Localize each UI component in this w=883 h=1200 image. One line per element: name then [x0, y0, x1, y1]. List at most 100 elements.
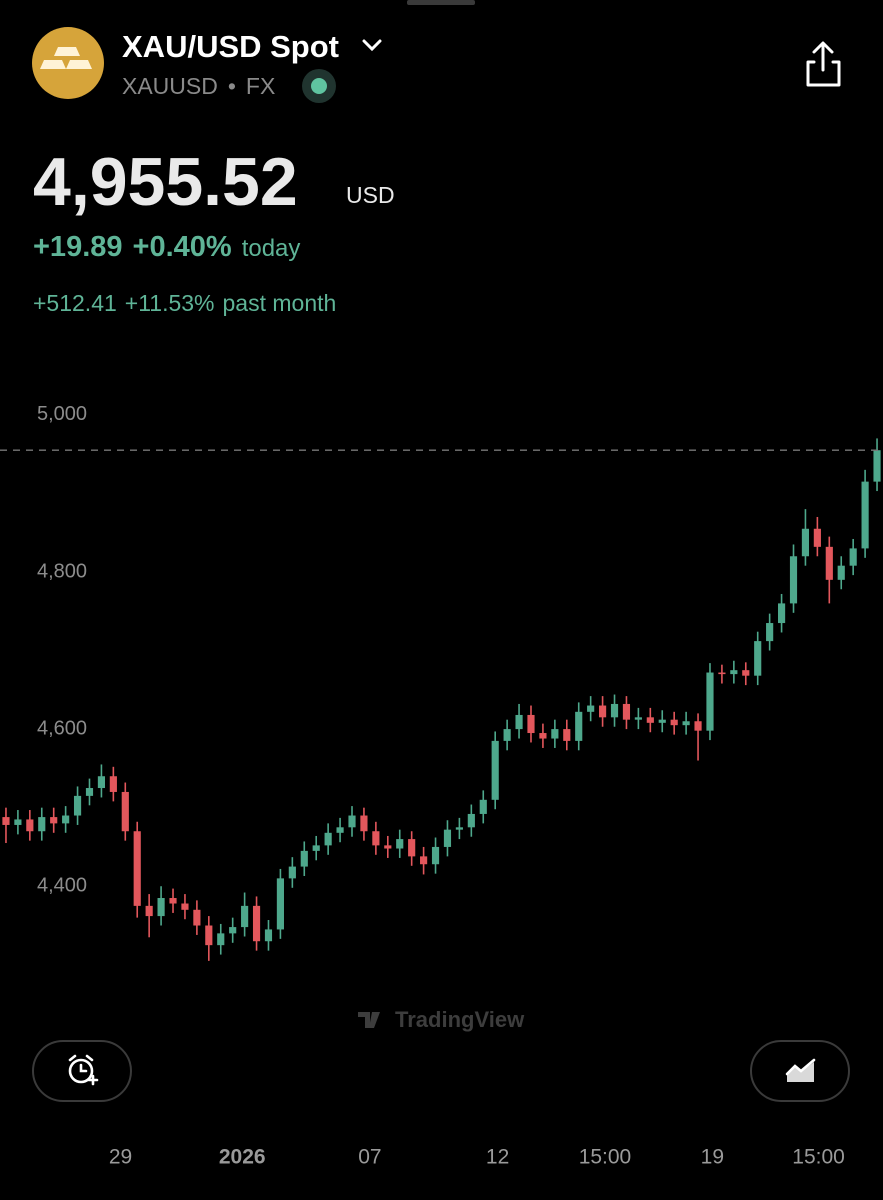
chart: 4,400 4,600 4,800 5,000 29 2026 07 12 15:00 19 15:… [0, 403, 883, 1169]
candle-body [491, 740, 499, 800]
watermark: TradingView [358, 1007, 525, 1032]
candle-body [181, 903, 189, 910]
candle-body [515, 714, 523, 730]
candle-body [646, 717, 654, 723]
candle-body [312, 845, 320, 851]
candle-body [169, 898, 177, 904]
separator: • [228, 73, 236, 99]
candle-body [563, 729, 571, 741]
month-change-percent: +11.53% [125, 290, 215, 316]
candle-body [193, 909, 201, 926]
watermark-text: TradingView [395, 1007, 525, 1032]
candle-body [658, 719, 666, 723]
candle-body [336, 827, 344, 833]
candle-body [38, 817, 46, 832]
candle-body [813, 528, 821, 547]
price: 4,955.52 [33, 144, 298, 220]
candle-body [62, 815, 70, 824]
x-tick-label: 2026 [219, 1146, 266, 1169]
candle-body [527, 714, 535, 734]
candle-body [503, 729, 511, 741]
x-tick-label: 07 [358, 1146, 381, 1169]
candle-body [766, 623, 774, 642]
candle-body [420, 856, 428, 865]
alert-button[interactable] [32, 1040, 132, 1102]
candle-body [372, 831, 380, 846]
day-change: +19.89 +0.40% today [33, 231, 300, 263]
candle-body [837, 565, 845, 580]
chevron[interactable] [362, 39, 382, 52]
candle-body [539, 733, 547, 739]
candle-body [109, 776, 117, 792]
candle-body [777, 603, 786, 624]
candle-body [754, 641, 762, 676]
candle-body [384, 845, 392, 849]
candle-body [252, 905, 261, 942]
candle-body [324, 832, 332, 846]
candle-body [300, 850, 308, 867]
candle-body [73, 795, 82, 816]
candle-body [443, 829, 452, 847]
candle-body [431, 846, 440, 865]
candle-body [634, 717, 642, 720]
x-tick-label: 19 [701, 1146, 724, 1169]
candle-body [825, 546, 833, 580]
candle-body [455, 827, 463, 830]
symbol: XAUUSD [122, 73, 218, 99]
share-button[interactable] [806, 41, 841, 87]
exchange: FX [246, 73, 275, 99]
candle-body [694, 721, 702, 731]
candle-body [288, 866, 296, 879]
candle-body [467, 813, 475, 828]
x-tick-label: 15:00 [579, 1146, 632, 1169]
candle-body [50, 817, 58, 824]
change-percent: +0.40% [133, 231, 232, 263]
candle-body [396, 839, 404, 849]
candle-body [551, 729, 559, 739]
candle-body [26, 819, 34, 832]
candle-body [622, 703, 631, 720]
candle-body [360, 815, 368, 832]
candle-body [670, 719, 678, 726]
candle-body [599, 705, 607, 718]
status-dot [311, 78, 327, 94]
asset-title[interactable]: XAU/USD Spot [122, 29, 339, 64]
candle-body [575, 711, 583, 741]
period: today [242, 235, 301, 262]
candle-body [85, 788, 94, 796]
candle-body [849, 548, 857, 566]
candle-body [2, 817, 10, 825]
y-tick-label: 4,800 [37, 560, 87, 582]
candle-body [742, 670, 750, 676]
candle-body [14, 819, 22, 825]
candle-body [610, 703, 619, 718]
subtitle: XAUUSD • FX [122, 73, 275, 99]
x-tick-label: 12 [486, 1146, 509, 1169]
candle-body [408, 839, 416, 857]
candle-body [97, 776, 106, 789]
candle-body [217, 933, 225, 946]
candle-body [133, 831, 141, 906]
candle-body [205, 925, 213, 946]
candle-body [587, 705, 595, 712]
chart-style-button[interactable] [750, 1040, 850, 1102]
candle-body [789, 556, 798, 604]
candle-body [241, 905, 249, 928]
x-tick-label: 29 [109, 1146, 132, 1169]
y-tick-label: 4,400 [37, 875, 87, 897]
candle-body [861, 481, 869, 549]
candle-body [479, 799, 487, 814]
candle-body [706, 672, 714, 731]
candle-body [276, 878, 284, 930]
y-tick-label: 4,600 [37, 717, 87, 739]
candle-body [264, 929, 273, 942]
candle-body [718, 672, 726, 675]
change: +19.89 [33, 231, 123, 263]
month-period: past month [223, 290, 337, 316]
candle-body [801, 528, 810, 557]
candle-body [348, 815, 356, 828]
asset-icon [32, 27, 104, 99]
candle-body [730, 670, 738, 675]
